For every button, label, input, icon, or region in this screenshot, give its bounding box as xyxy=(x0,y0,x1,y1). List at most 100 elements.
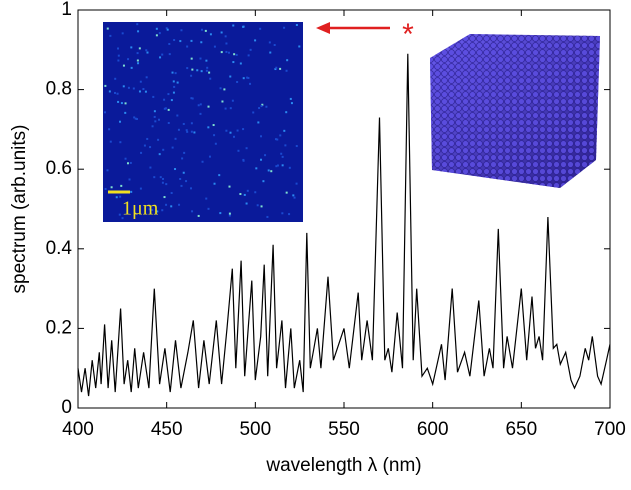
x-tick-label: 550 xyxy=(328,419,360,440)
speckle xyxy=(286,59,289,62)
speckle xyxy=(122,85,125,88)
speckle xyxy=(185,180,188,183)
speckle xyxy=(245,202,248,205)
speckle xyxy=(225,50,228,53)
speckle xyxy=(159,56,162,59)
speckle xyxy=(239,193,242,196)
speckle xyxy=(137,62,140,65)
spectrum-line xyxy=(77,53,611,397)
x-axis-label: wavelength λ (nm) xyxy=(265,455,421,476)
speckle xyxy=(249,82,252,85)
speckle xyxy=(109,34,112,37)
cube-spheres xyxy=(430,34,600,188)
speckle xyxy=(288,166,291,169)
speckle xyxy=(279,134,282,137)
speckle xyxy=(242,25,245,28)
speckle xyxy=(152,95,155,98)
speckle xyxy=(242,158,245,161)
speckle xyxy=(151,125,154,128)
speckle xyxy=(176,114,179,117)
speckle xyxy=(288,213,291,216)
speckle xyxy=(269,51,272,54)
speckle xyxy=(133,116,136,119)
speckle xyxy=(124,102,127,105)
speckle xyxy=(227,51,230,54)
speckle xyxy=(200,28,203,31)
speckle xyxy=(186,45,189,48)
speckle xyxy=(246,76,249,79)
speckle xyxy=(170,205,173,208)
speckle xyxy=(167,93,170,96)
speckle xyxy=(208,71,211,74)
speckle xyxy=(295,24,298,27)
speckle xyxy=(283,129,286,132)
speckle xyxy=(165,27,168,30)
speckle xyxy=(158,153,161,156)
speckle xyxy=(190,74,193,77)
speckle xyxy=(117,54,120,57)
speckle xyxy=(165,183,168,186)
speckle xyxy=(205,69,208,72)
speckle xyxy=(167,121,170,124)
speckle xyxy=(172,91,175,94)
speckle xyxy=(135,118,138,121)
speckle xyxy=(213,45,216,48)
speckle xyxy=(158,32,161,35)
speckle xyxy=(207,126,210,129)
speckle xyxy=(270,170,273,173)
speckle xyxy=(219,87,222,90)
speckle xyxy=(138,47,141,50)
speckle xyxy=(247,77,250,80)
speckle xyxy=(172,80,175,83)
speckle xyxy=(262,180,265,183)
speckle xyxy=(295,182,298,185)
speckle xyxy=(281,164,284,167)
speckle xyxy=(146,137,149,140)
speckle xyxy=(143,144,146,147)
speckle xyxy=(127,58,130,61)
speckle xyxy=(191,210,194,213)
speckle xyxy=(220,31,223,34)
speckle xyxy=(199,112,202,115)
speckle xyxy=(220,51,223,54)
speckle xyxy=(167,108,170,111)
speckle xyxy=(106,169,109,172)
speckle xyxy=(134,117,137,120)
speckle xyxy=(242,128,245,131)
speckle xyxy=(138,90,141,93)
speckle xyxy=(205,59,208,62)
speckle xyxy=(163,107,166,110)
plot-layer: 0 0.2 0.4 0.6 0.8 1 400 450 500 550 600 650 700 xyxy=(46,0,626,440)
speckle xyxy=(164,107,167,110)
speckle xyxy=(237,149,240,152)
speckle xyxy=(108,128,111,131)
speckle xyxy=(254,191,257,194)
speckle xyxy=(292,194,295,197)
scale-bar-label: 1μm xyxy=(122,198,159,220)
cube-image xyxy=(430,34,600,188)
speckle xyxy=(115,196,118,199)
speckle xyxy=(193,131,196,134)
speckle xyxy=(191,97,194,100)
speckle xyxy=(117,100,120,103)
speckle xyxy=(281,155,284,158)
speckle xyxy=(246,189,249,192)
speckle xyxy=(127,86,130,89)
speckle xyxy=(139,80,142,83)
inset-background xyxy=(103,22,303,222)
speckle xyxy=(129,161,132,164)
speckle xyxy=(139,187,142,190)
speckle xyxy=(225,42,228,45)
speckle xyxy=(126,162,129,165)
speckle xyxy=(182,122,185,125)
speckle xyxy=(161,209,164,212)
speckle xyxy=(173,85,176,88)
speckle xyxy=(144,90,147,93)
speckle xyxy=(260,205,263,208)
speckle xyxy=(155,34,158,37)
speckle xyxy=(130,190,133,193)
speckle xyxy=(174,137,177,140)
speckle xyxy=(233,53,236,56)
x-tick-label: 700 xyxy=(594,419,626,440)
